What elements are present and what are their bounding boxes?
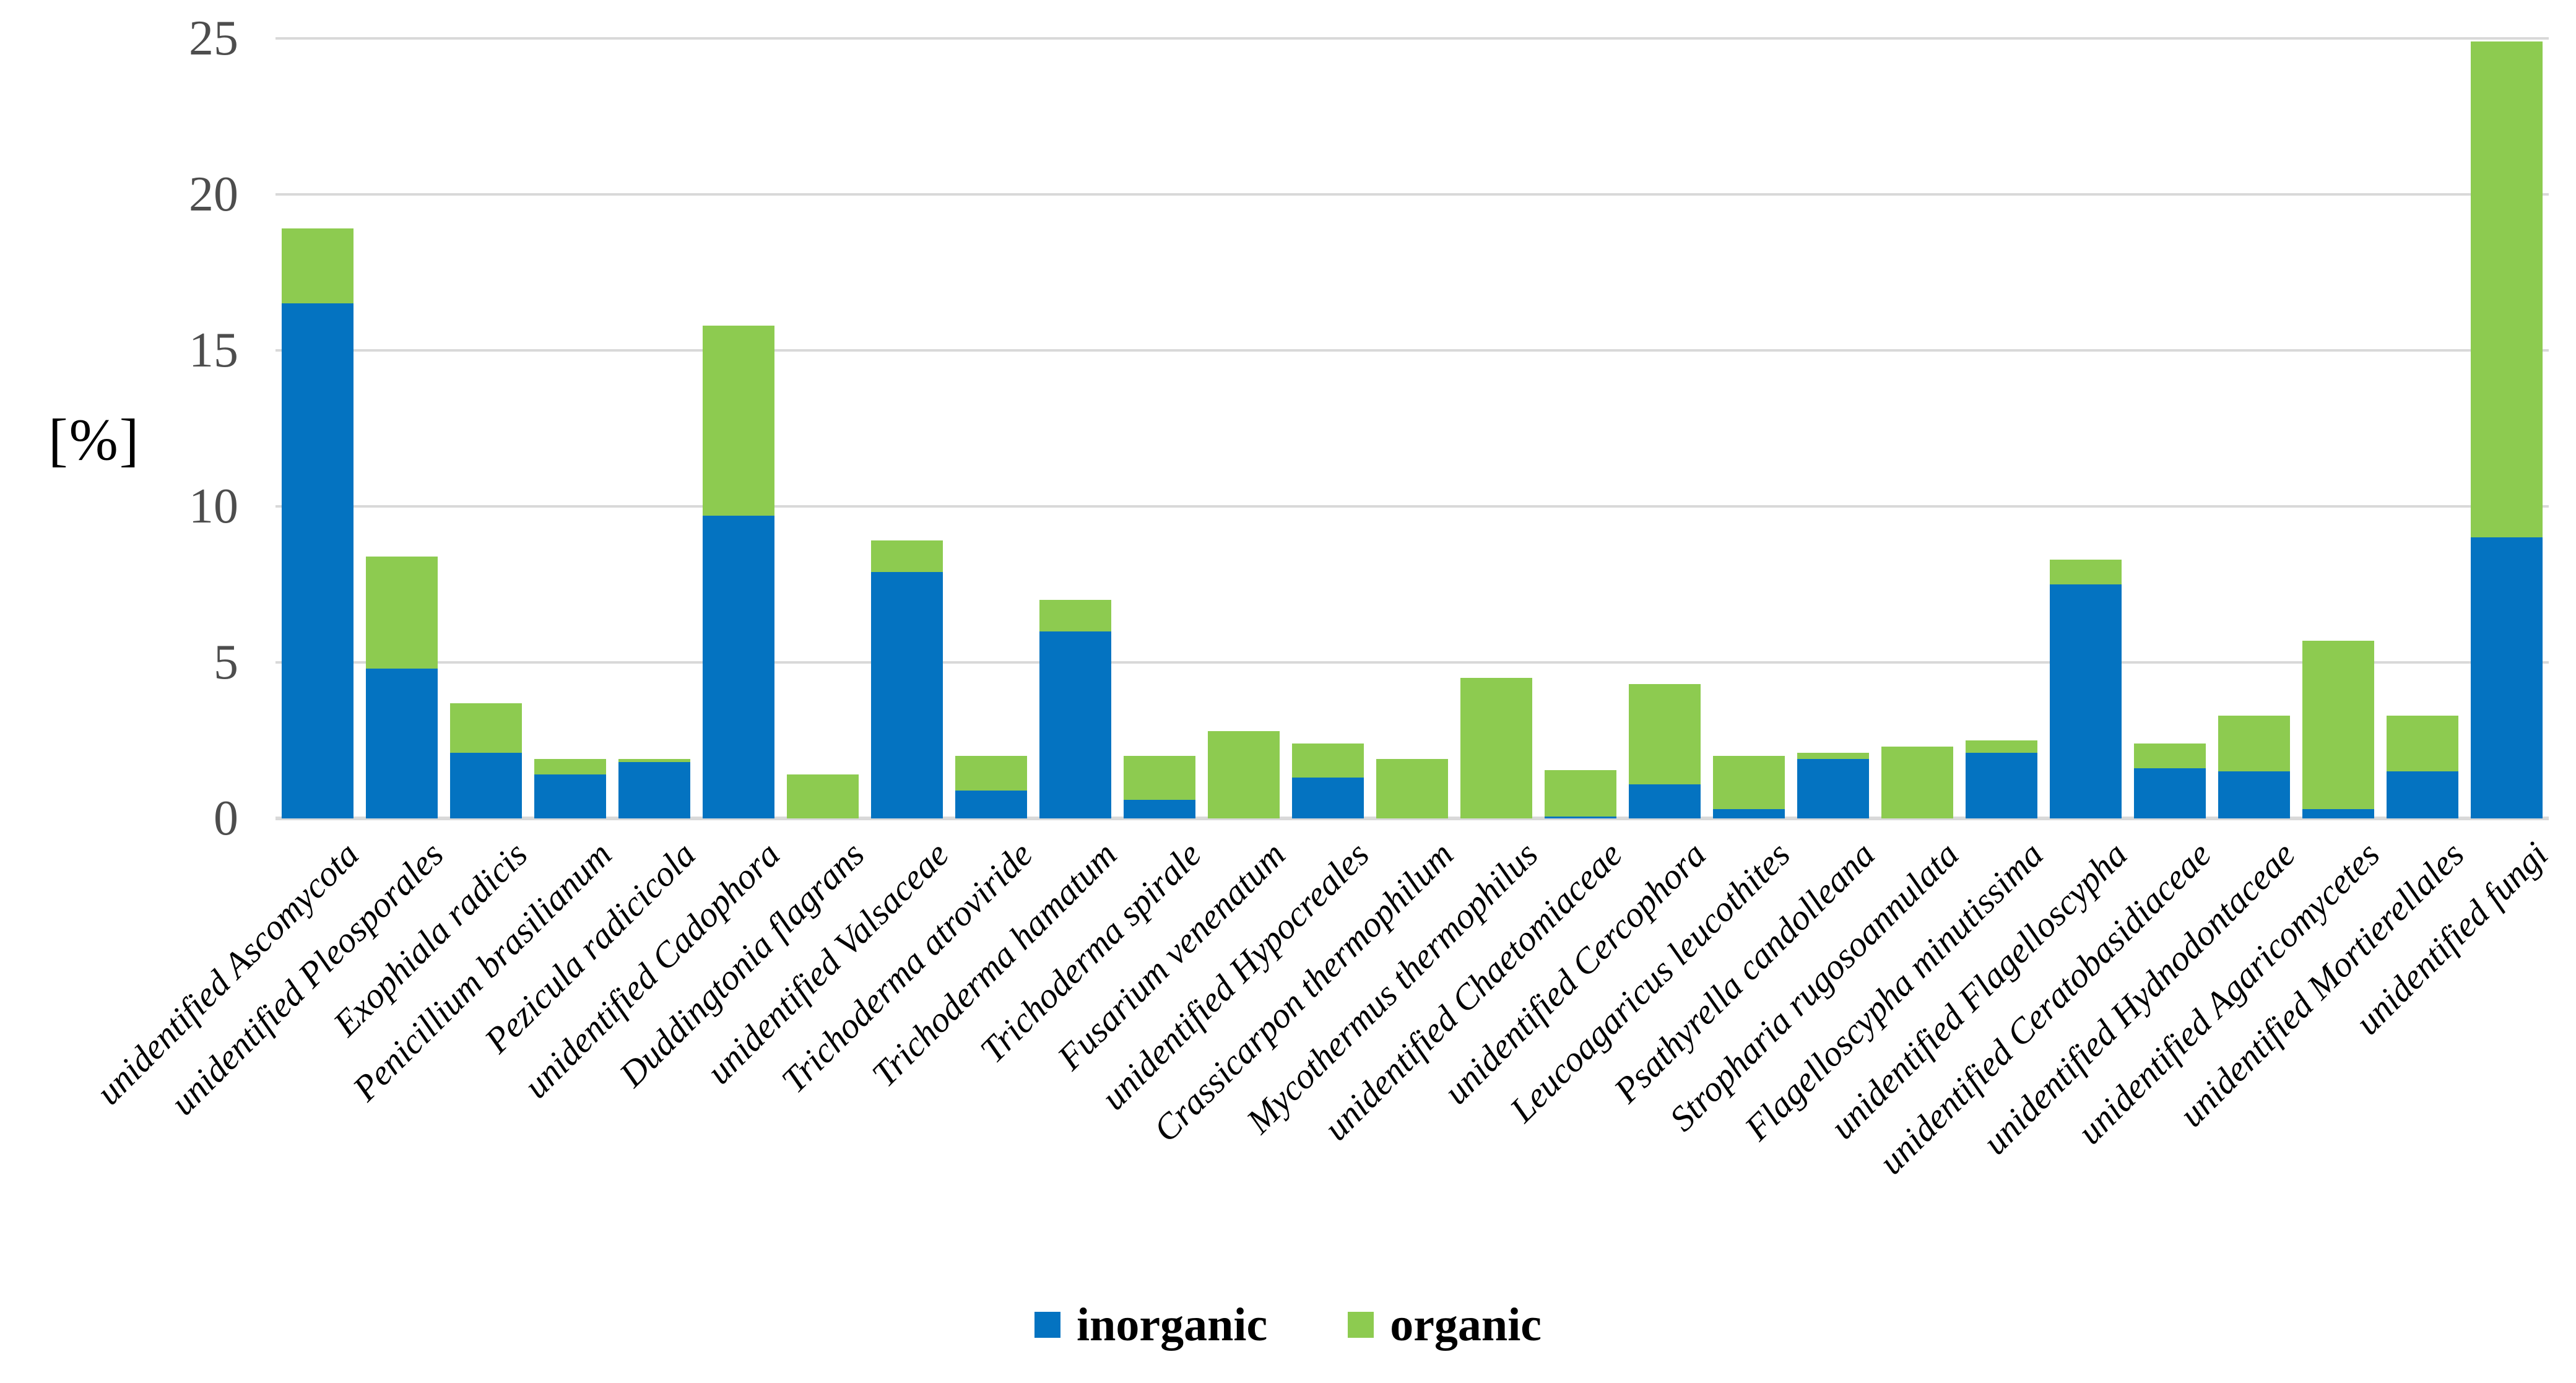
bar-organic-0 <box>282 228 353 304</box>
y-axis-title: [%] <box>48 407 141 472</box>
gridline-y25 <box>275 37 2549 40</box>
bar-inorganic-25 <box>2387 771 2458 818</box>
bar-inorganic-4 <box>618 762 690 818</box>
gridline-y10 <box>275 505 2549 508</box>
bar-organic-9 <box>1039 600 1111 631</box>
bar-organic-25 <box>2387 715 2458 772</box>
bar-organic-26 <box>2471 41 2543 538</box>
bar-organic-2 <box>450 703 522 753</box>
bar-inorganic-24 <box>2302 809 2374 818</box>
legend-label-inorganic: inorganic <box>1076 1299 1268 1351</box>
bar-organic-8 <box>955 756 1027 791</box>
bar-inorganic-2 <box>450 753 522 818</box>
gridline-y5 <box>275 661 2549 664</box>
bar-inorganic-22 <box>2134 768 2206 818</box>
y-tick-label-0: 0 <box>214 791 238 846</box>
plot-area <box>275 37 2549 820</box>
bar-organic-17 <box>1713 756 1785 809</box>
bar-organic-4 <box>618 759 690 763</box>
bar-organic-11 <box>1208 731 1280 818</box>
bar-organic-12 <box>1292 744 1364 778</box>
bar-organic-15 <box>1545 770 1616 817</box>
bar-organic-6 <box>787 774 859 818</box>
bar-inorganic-18 <box>1797 759 1869 818</box>
y-tick-label-5: 5 <box>214 635 238 690</box>
bar-organic-5 <box>703 325 774 516</box>
bar-organic-1 <box>366 556 438 669</box>
bar-inorganic-0 <box>282 303 353 818</box>
bar-inorganic-1 <box>366 669 438 818</box>
gridline-y20 <box>275 193 2549 196</box>
y-tick-label-25: 25 <box>189 11 238 66</box>
bar-inorganic-26 <box>2471 537 2543 818</box>
bar-inorganic-16 <box>1629 784 1701 818</box>
bar-inorganic-12 <box>1292 778 1364 818</box>
bar-organic-18 <box>1797 753 1869 760</box>
bar-organic-19 <box>1881 747 1953 818</box>
bar-organic-20 <box>1966 740 2037 753</box>
bar-inorganic-15 <box>1545 817 1616 818</box>
bar-inorganic-9 <box>1039 631 1111 818</box>
bar-organic-23 <box>2218 715 2290 772</box>
bar-organic-14 <box>1460 678 1532 818</box>
bar-organic-13 <box>1376 759 1448 818</box>
bar-organic-7 <box>871 540 943 572</box>
bar-organic-24 <box>2302 640 2374 809</box>
bar-inorganic-5 <box>703 516 774 818</box>
bar-organic-21 <box>2050 559 2122 584</box>
bar-inorganic-3 <box>534 774 606 818</box>
y-tick-label-10: 10 <box>189 479 238 534</box>
bar-organic-22 <box>2134 744 2206 769</box>
bar-inorganic-23 <box>2218 771 2290 818</box>
gridline-y0 <box>275 817 2549 820</box>
bar-organic-3 <box>534 759 606 775</box>
bar-inorganic-7 <box>871 571 943 818</box>
bar-inorganic-10 <box>1124 799 1195 818</box>
y-tick-label-20: 20 <box>189 167 238 222</box>
bar-inorganic-8 <box>955 790 1027 818</box>
bar-inorganic-20 <box>1966 753 2037 818</box>
bar-organic-10 <box>1124 756 1195 800</box>
legend-swatch-organic <box>1348 1312 1374 1338</box>
legend-item-organic: organic <box>1348 1300 1542 1350</box>
chart-legend: inorganic organic <box>0 1300 2576 1350</box>
y-tick-label-15: 15 <box>189 323 238 378</box>
legend-item-inorganic: inorganic <box>1034 1300 1267 1350</box>
legend-swatch-inorganic <box>1034 1312 1060 1338</box>
bar-inorganic-21 <box>2050 584 2122 818</box>
gridline-y15 <box>275 349 2549 352</box>
bar-inorganic-17 <box>1713 809 1785 818</box>
bar-organic-16 <box>1629 684 1701 784</box>
legend-label-organic: organic <box>1390 1299 1542 1351</box>
